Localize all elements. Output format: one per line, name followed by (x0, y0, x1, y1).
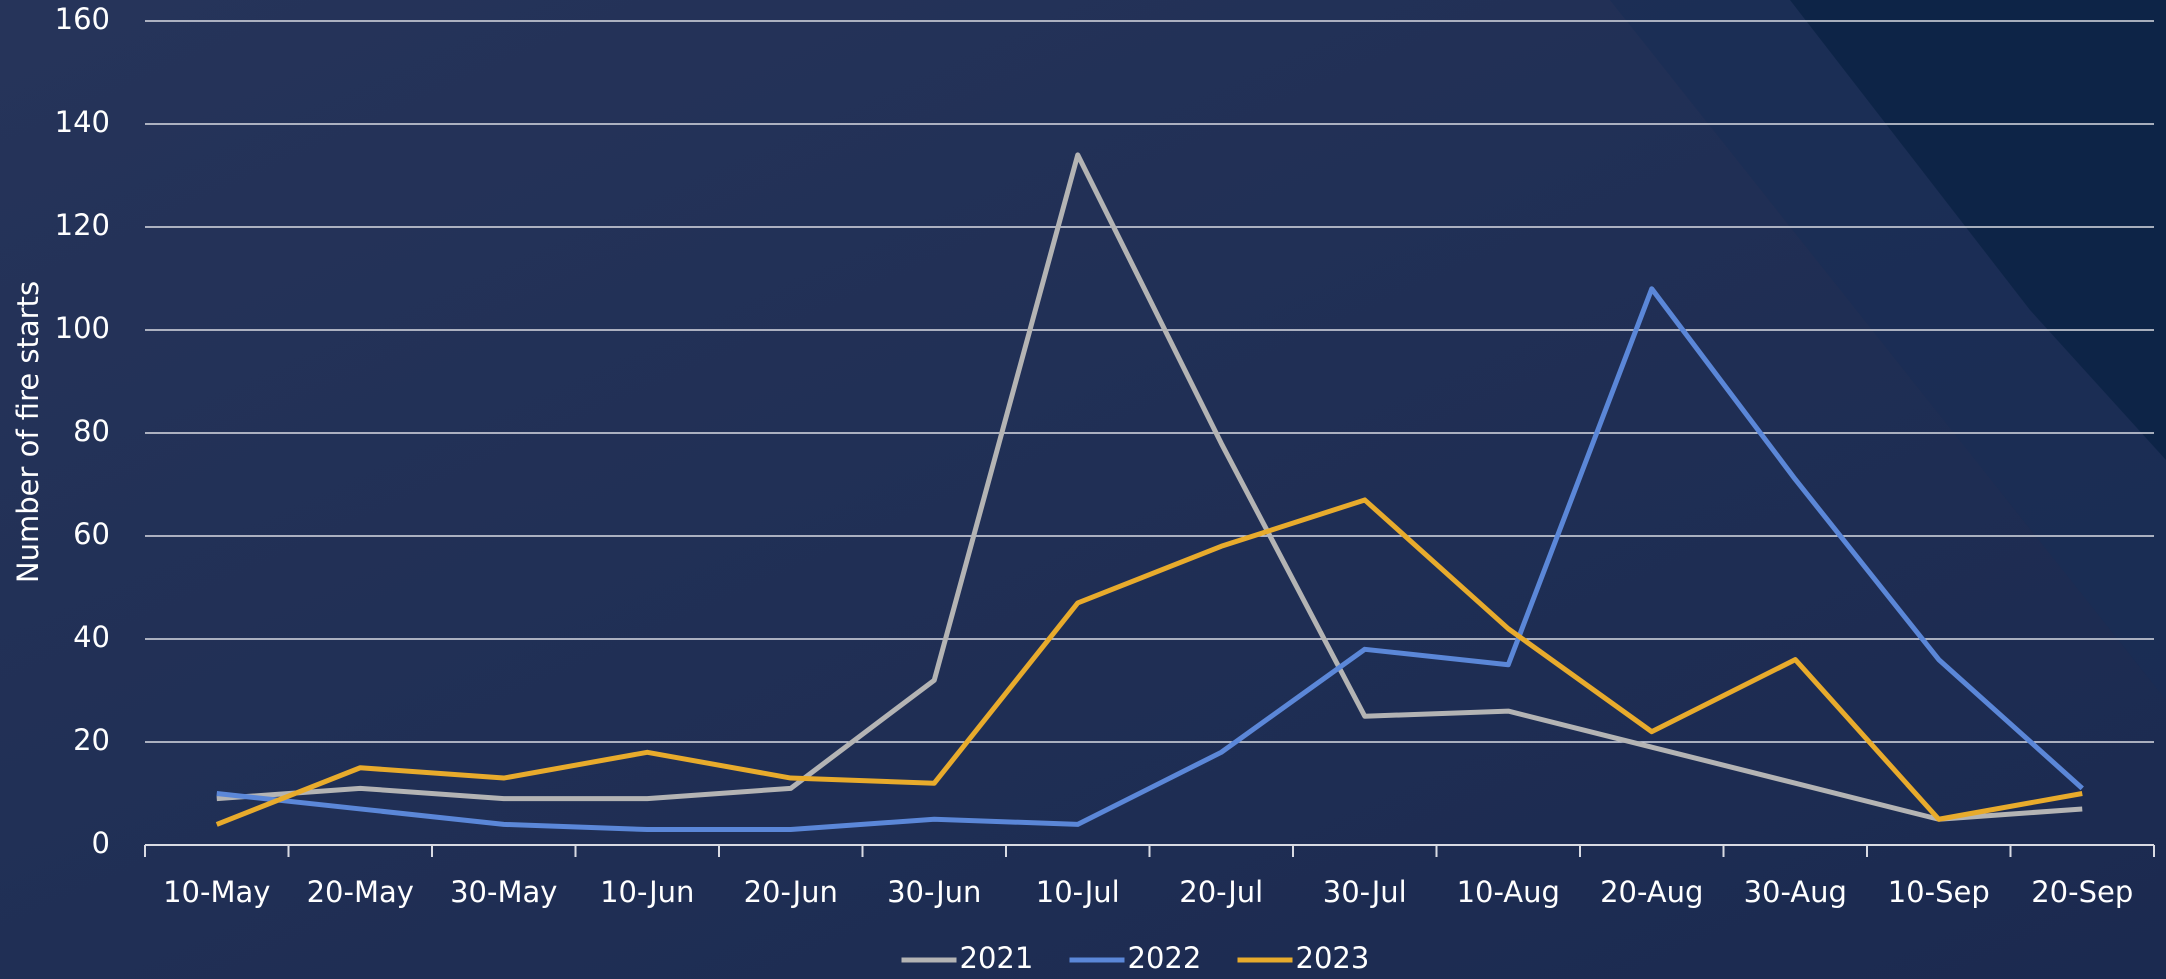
x-tick-label: 10-Jul (1036, 875, 1120, 909)
y-axis-title: Number of fire starts (11, 281, 45, 583)
chart: Number of fire starts 0 20 40 60 80 100 120 140… (0, 0, 2166, 979)
y-tick-label: 160 (55, 2, 110, 36)
y-tick-label: 20 (73, 723, 110, 757)
y-tick-label: 100 (55, 311, 110, 345)
x-tick-label: 20-May (307, 875, 414, 909)
y-tick-label: 0 (92, 826, 110, 860)
x-tick-label: 20-Aug (1600, 875, 1703, 909)
x-tick-label: 30-Aug (1744, 875, 1847, 909)
legend-label: 2022 (1128, 941, 1202, 975)
y-tick-label: 80 (73, 414, 110, 448)
y-tick-label: 120 (55, 208, 110, 242)
x-tick-label: 10-Jun (600, 875, 694, 909)
y-tick-label: 140 (55, 105, 110, 139)
legend-label: 2023 (1296, 941, 1370, 975)
x-tick-label: 30-May (450, 875, 557, 909)
x-tick-label: 30-Jul (1323, 875, 1407, 909)
x-tick-label: 20-Jul (1179, 875, 1263, 909)
x-tick-label: 10-Aug (1457, 875, 1560, 909)
x-tick-label: 10-Sep (1888, 875, 1990, 909)
x-tick-label: 10-May (163, 875, 270, 909)
x-tick-label: 30-Jun (887, 875, 981, 909)
y-tick-label: 60 (73, 517, 110, 551)
y-tick-label: 40 (73, 620, 110, 654)
x-tick-label: 20-Sep (2031, 875, 2133, 909)
x-tick-label: 20-Jun (744, 875, 838, 909)
legend-label: 2021 (960, 941, 1034, 975)
